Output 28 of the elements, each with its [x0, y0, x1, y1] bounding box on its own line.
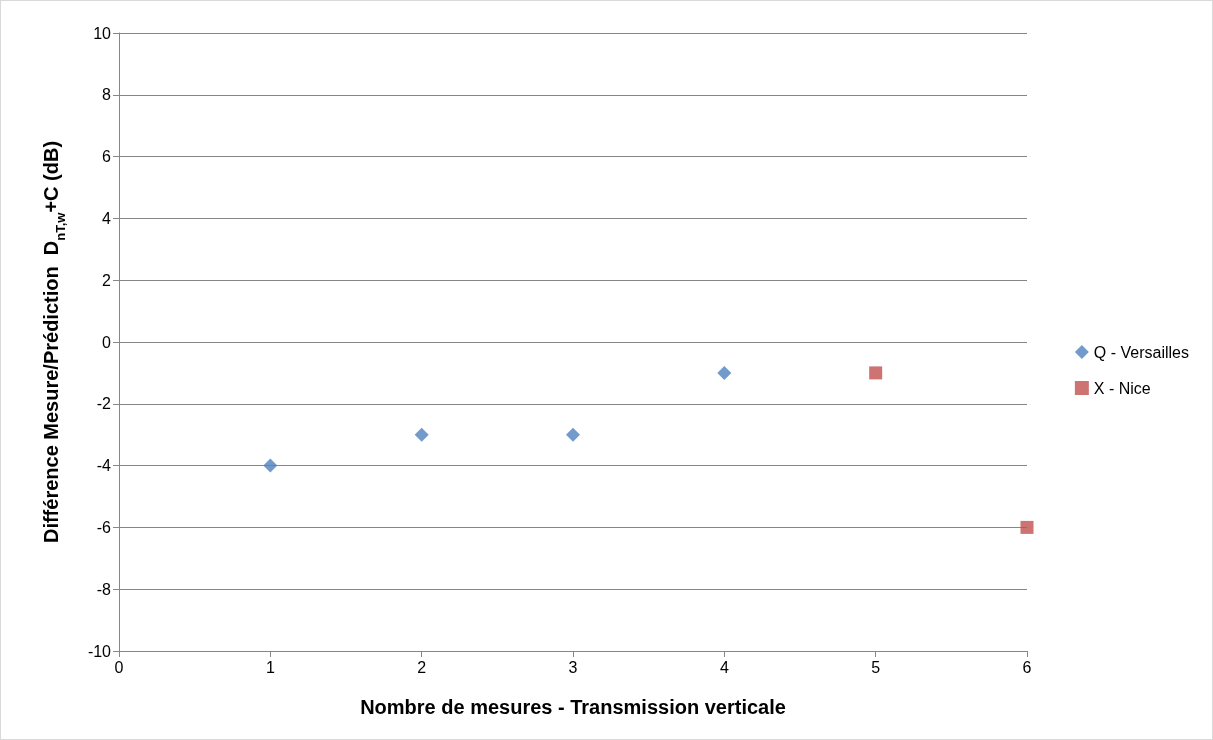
point — [1020, 520, 1034, 534]
x-tick-label: 6 — [1022, 658, 1032, 676]
y-tick-label: -10 — [87, 642, 112, 660]
point — [263, 458, 278, 473]
y-tick-label: -4 — [96, 457, 112, 475]
y-tick-label: -2 — [96, 395, 112, 413]
point — [717, 365, 732, 380]
x-tick-label: 2 — [417, 658, 427, 676]
y-tick-label: 6 — [102, 148, 112, 166]
x-tick-label: 0 — [114, 658, 124, 676]
y-tick-label: 2 — [102, 271, 112, 289]
y-axis-title: Différence Mesure/Prédiction DnT,w+C (dB) — [40, 140, 68, 544]
y-tick-label: -6 — [96, 518, 112, 536]
point — [869, 366, 883, 380]
y-tick-label: 8 — [102, 86, 112, 104]
y-tick-label: -8 — [96, 580, 112, 598]
x-tick-label: 1 — [265, 658, 275, 676]
x-tick-label: 4 — [719, 658, 729, 676]
x-tick-label: 5 — [871, 658, 881, 676]
y-tick-label: 4 — [102, 209, 112, 227]
point — [414, 427, 429, 442]
y-tick-label: 10 — [93, 24, 112, 42]
point — [566, 427, 580, 442]
x-tick-label: 3 — [568, 658, 578, 676]
legend-label: X - Nice — [1093, 379, 1151, 397]
x-axis-title: Nombre de mesures - Transmission verticale — [360, 696, 786, 718]
legend-label: Q - Versailles — [1093, 343, 1189, 361]
y-tick-label: 0 — [102, 333, 112, 351]
